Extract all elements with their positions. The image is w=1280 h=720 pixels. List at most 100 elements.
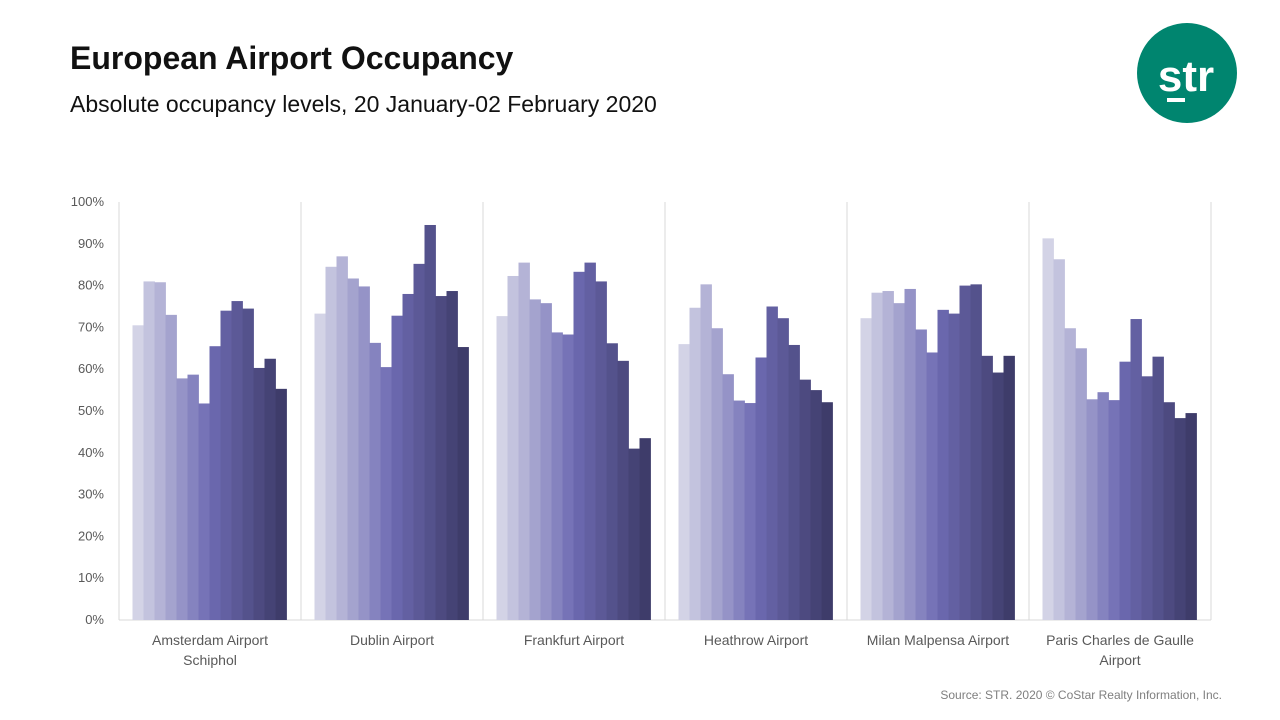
y-tick-label: 100% [71,194,105,209]
bar [700,284,712,620]
bar [143,281,155,620]
bar [402,293,414,620]
bar [981,355,993,620]
bar [1086,399,1098,620]
category-label: Dublin Airport [350,632,434,648]
bar [1163,402,1175,620]
y-tick-label: 10% [78,570,104,585]
bar [231,301,243,620]
bar [595,281,607,620]
source-note: Source: STR. 2020 © CoStar Realty Inform… [940,688,1222,702]
bar [1003,355,1015,620]
category-label: Milan Malpensa Airport [867,632,1010,648]
bar [1064,328,1076,620]
y-tick-label: 90% [78,236,104,251]
bar [1130,319,1142,620]
chart-title: European Airport Occupancy [70,40,514,76]
logo-text: str [1158,52,1214,101]
bar [1119,361,1131,620]
bar [860,318,872,620]
bar [992,372,1004,620]
bar [496,316,508,620]
bar [639,438,651,620]
bar [722,374,734,620]
bar [507,275,519,620]
bar [959,285,971,620]
y-tick-label: 40% [78,445,104,460]
bar [777,318,789,620]
y-tick-label: 70% [78,319,104,334]
bar [380,367,392,620]
category-label: Paris Charles de Gaulle [1046,632,1194,648]
bar [358,286,370,620]
bar [518,262,530,620]
bar [132,325,144,620]
bar [799,379,811,620]
bar [970,284,982,620]
y-tick-label: 20% [78,528,104,543]
bar [347,278,359,620]
bar [369,342,381,620]
bar [446,291,458,620]
bar [264,358,276,620]
bar [457,347,469,620]
bar [1108,400,1120,620]
bar [573,271,585,620]
bar [678,344,690,620]
bar [1075,348,1087,620]
bar [551,332,563,620]
str-logo: str [1137,23,1237,123]
bar [689,307,701,620]
bar [1097,392,1109,620]
bar [1152,356,1164,620]
category-label: Airport [1099,652,1140,668]
bar [165,314,177,620]
bar [562,334,574,620]
category-label: Frankfurt Airport [524,632,624,648]
bar [904,288,916,620]
bar [413,263,425,620]
bar [424,224,436,621]
category-label: Heathrow Airport [704,632,808,648]
bar [755,357,767,620]
y-tick-label: 0% [85,612,104,627]
bar [187,374,199,620]
y-tick-label: 30% [78,487,104,502]
bar [617,360,629,620]
bar [606,343,618,620]
bar [810,390,822,620]
bar [744,403,756,620]
bar [893,303,905,620]
bar [391,315,403,620]
bar [1174,418,1186,620]
bar [275,388,287,620]
bar [325,266,337,620]
bar [926,352,938,620]
bar [733,400,745,620]
bar [937,309,949,620]
y-tick-label: 50% [78,403,104,418]
bar [871,292,883,620]
bar [711,328,723,620]
bar [1042,238,1054,620]
bar [529,299,541,620]
category-label: Amsterdam Airport [152,632,268,648]
bar [1141,376,1153,620]
bar [584,262,596,620]
bar [253,367,265,620]
bar [1185,413,1197,620]
bar [314,313,326,620]
bar [336,256,348,620]
bar [915,329,927,620]
y-tick-label: 80% [78,278,104,293]
category-label: Schiphol [183,652,237,668]
y-tick-label: 60% [78,361,104,376]
bar [766,306,778,620]
bar [628,448,640,620]
bar [435,296,447,620]
bar [882,291,894,620]
bar [154,282,166,620]
bar [788,344,800,620]
bar [176,378,188,620]
